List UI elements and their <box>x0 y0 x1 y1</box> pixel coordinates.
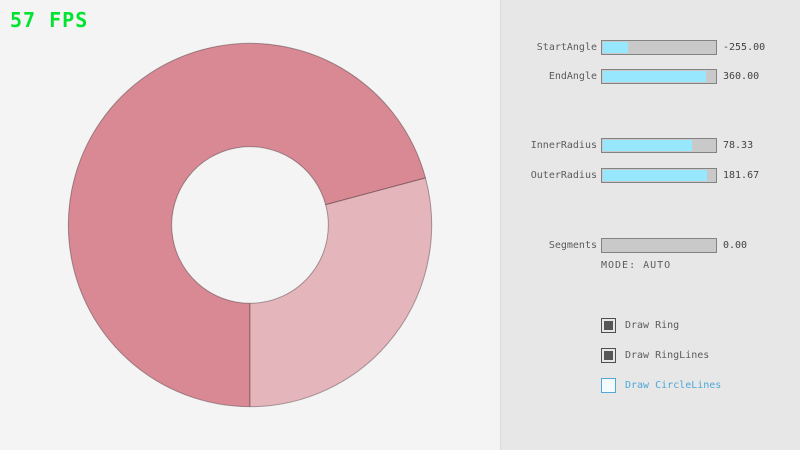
ring-canvas <box>67 42 433 408</box>
outer-radius-value: 181.67 <box>723 170 760 181</box>
inner-radius-slider-fill <box>603 140 692 151</box>
draw-ring-checkbox[interactable] <box>601 318 616 333</box>
draw-circlelines-checkbox[interactable] <box>601 378 616 393</box>
start-angle-slider[interactable] <box>601 40 717 55</box>
end-angle-slider-fill <box>603 71 706 82</box>
start-angle-slider-fill <box>603 42 629 53</box>
end-angle-value: 360.00 <box>723 71 760 82</box>
draw-ringlines-label: Draw RingLines <box>625 350 710 361</box>
start-angle-value: -255.00 <box>723 42 766 53</box>
slider-row-segments: Segments 0.00 <box>501 238 800 253</box>
inner-radius-value: 78.33 <box>723 140 754 151</box>
segments-slider[interactable] <box>601 238 717 253</box>
segments-value: 0.00 <box>723 240 748 251</box>
end-angle-slider[interactable] <box>601 69 717 84</box>
end-angle-label: EndAngle <box>548 71 597 82</box>
outer-radius-slider[interactable] <box>601 168 717 183</box>
outer-radius-label: OuterRadius <box>530 170 597 181</box>
ring-dark-segment <box>67 42 427 408</box>
draw-ring-label: Draw Ring <box>625 320 680 331</box>
fps-counter: 57 FPS <box>10 8 89 32</box>
draw-circlelines-label: Draw CircleLines <box>625 380 722 391</box>
ring-light-segment <box>249 177 433 408</box>
control-panel: StartAngle -255.00 EndAngle 360.00 Inner… <box>500 0 800 450</box>
segments-mode-label: MODE: AUTO <box>601 260 672 271</box>
draw-ringlines-checkbox[interactable] <box>601 348 616 363</box>
inner-radius-slider[interactable] <box>601 138 717 153</box>
slider-row-start-angle: StartAngle -255.00 <box>501 40 800 55</box>
start-angle-label: StartAngle <box>536 42 597 53</box>
slider-row-end-angle: EndAngle 360.00 <box>501 69 800 84</box>
inner-radius-label: InnerRadius <box>530 140 597 151</box>
slider-row-inner-radius: InnerRadius 78.33 <box>501 138 800 153</box>
slider-row-outer-radius: OuterRadius 181.67 <box>501 168 800 183</box>
outer-radius-slider-fill <box>603 170 707 181</box>
segments-label: Segments <box>548 240 597 251</box>
